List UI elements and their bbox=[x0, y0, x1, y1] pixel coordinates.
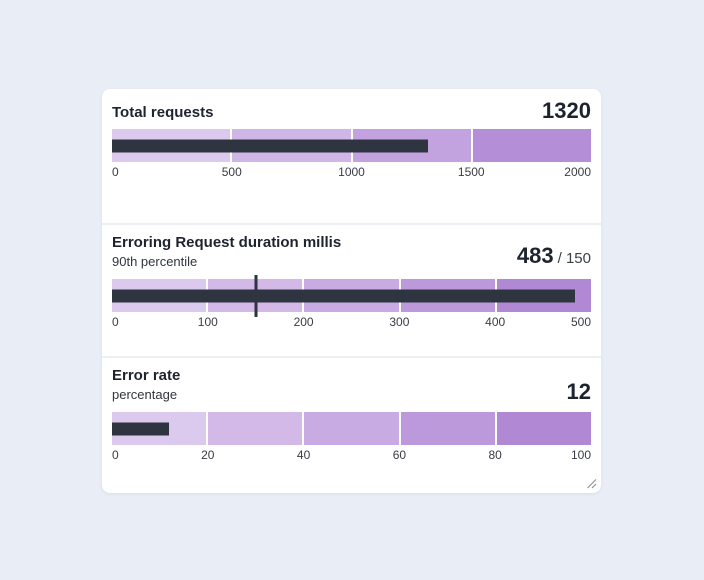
metric-value-number: 483 bbox=[516, 243, 554, 268]
panel-subtitle: 90th percentile bbox=[112, 254, 198, 269]
metric-value-number: 1320 bbox=[542, 98, 591, 123]
axis-tick-labels: 0 20 40 60 80 100 bbox=[112, 448, 591, 464]
tick-label: 300 bbox=[389, 315, 410, 329]
bullet-target-marker-icon bbox=[254, 275, 258, 317]
panel-header: Error rate percentage 12 bbox=[112, 366, 591, 404]
bullet-chart-error-rate bbox=[112, 412, 592, 445]
panel-total-requests: Total requests 1320 0 500 1000 1500 2000 bbox=[102, 89, 601, 223]
panel-title: Total requests bbox=[112, 104, 214, 121]
tick-label: 40 bbox=[296, 448, 311, 462]
metric-value: 1320 bbox=[542, 99, 591, 123]
tick-label: 0 bbox=[112, 165, 119, 179]
axis-tick-labels: 0 500 1000 1500 2000 bbox=[112, 165, 591, 181]
panel-title: Erroring Request duration millis bbox=[112, 234, 342, 251]
tick-label: 500 bbox=[221, 165, 242, 179]
panel-title-block: Erroring Request duration millis 90th pe… bbox=[112, 233, 341, 271]
bullet-band bbox=[472, 129, 591, 162]
tick-label: 400 bbox=[485, 315, 506, 329]
panel-title-block: Total requests bbox=[112, 103, 213, 123]
metrics-dashboard-card: Total requests 1320 0 500 1000 1500 2000 Err… bbox=[102, 89, 601, 493]
bullet-value-bar bbox=[112, 139, 429, 152]
bullet-band bbox=[208, 412, 303, 445]
panel-title-block: Error rate percentage bbox=[112, 366, 180, 404]
tick-label: 0 bbox=[112, 315, 119, 329]
bullet-chart-total-requests bbox=[112, 129, 591, 162]
tick-label: 1000 bbox=[338, 165, 365, 179]
axis-tick-labels: 0 100 200 300 400 500 bbox=[112, 315, 591, 331]
tick-label: 2000 bbox=[564, 165, 591, 179]
metric-value: 12 bbox=[567, 380, 591, 404]
bullet-chart-erroring-request-duration bbox=[112, 275, 592, 317]
bullet-band bbox=[400, 412, 495, 445]
bullet-band bbox=[304, 412, 399, 445]
tick-label: 100 bbox=[197, 315, 218, 329]
metric-target-label: / 150 bbox=[557, 250, 591, 267]
panel-title: Error rate bbox=[112, 367, 181, 384]
tick-label: 0 bbox=[112, 448, 119, 462]
tick-label: 60 bbox=[392, 448, 407, 462]
bullet-value-bar bbox=[112, 289, 575, 302]
panel-subtitle: percentage bbox=[112, 387, 178, 402]
tick-label: 20 bbox=[201, 448, 215, 462]
tick-label: 1500 bbox=[457, 165, 485, 179]
panel-error-rate: Error rate percentage 12 0 20 40 60 80 100 bbox=[102, 356, 601, 493]
bullet-band bbox=[496, 412, 592, 445]
resize-handle-icon[interactable] bbox=[585, 477, 597, 489]
panel-erroring-request-duration: Erroring Request duration millis 90th pe… bbox=[102, 223, 601, 356]
tick-label: 100 bbox=[570, 448, 591, 462]
bullet-value-bar bbox=[112, 422, 170, 435]
panel-header: Erroring Request duration millis 90th pe… bbox=[112, 233, 591, 271]
tick-label: 500 bbox=[570, 315, 591, 329]
tick-label: 200 bbox=[293, 315, 314, 329]
panel-header: Total requests 1320 bbox=[112, 99, 591, 123]
metric-value: 483/ 150 bbox=[517, 244, 591, 271]
bullet-bands bbox=[112, 412, 592, 445]
tick-label: 80 bbox=[488, 448, 502, 462]
metric-value-number: 12 bbox=[566, 379, 591, 404]
